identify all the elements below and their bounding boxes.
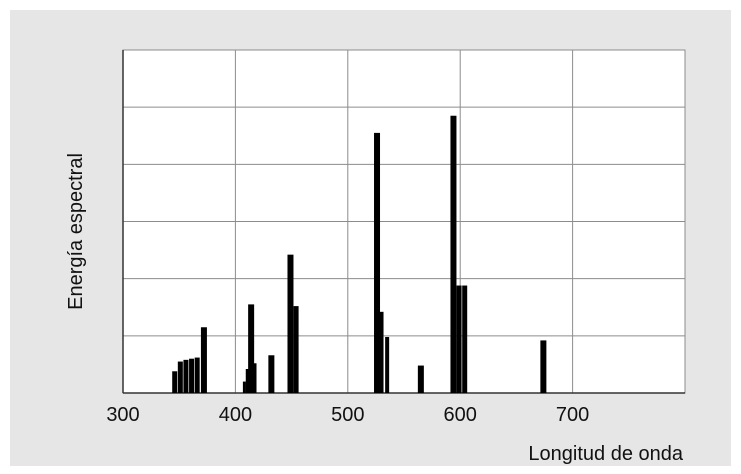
x-tick-label: 600 bbox=[444, 404, 477, 426]
spectral-bar bbox=[540, 340, 547, 393]
spectral-bar bbox=[293, 306, 299, 393]
spectral-bar bbox=[245, 368, 250, 393]
chart-frame: 300 400 500 600 700 Energía espectral Longit… bbox=[10, 10, 731, 466]
x-tick-label: 300 bbox=[106, 404, 139, 426]
x-tick-label: 400 bbox=[219, 404, 252, 426]
spectral-bar bbox=[172, 371, 178, 393]
spectral-bar bbox=[417, 365, 424, 393]
spectral-bar bbox=[248, 304, 255, 393]
spectral-bar bbox=[183, 359, 189, 393]
spectral-bar bbox=[200, 327, 207, 393]
spectral-bar bbox=[287, 254, 294, 393]
spectral-bar bbox=[194, 357, 200, 393]
x-tick-label: 700 bbox=[556, 404, 589, 426]
y-axis-label: Energía espectral bbox=[65, 153, 87, 310]
spectral-bar bbox=[456, 285, 462, 393]
spectral-bar bbox=[177, 361, 183, 393]
x-tick-label: 500 bbox=[331, 404, 364, 426]
spectral-bar bbox=[450, 115, 457, 393]
spectral-bar bbox=[385, 336, 390, 393]
spectral-bar bbox=[189, 358, 195, 393]
spectral-energy-chart: 300 400 500 600 700 Energía espectral Longit… bbox=[65, 49, 686, 465]
x-tick-labels: 300 400 500 600 700 bbox=[106, 404, 589, 426]
spectral-bar bbox=[379, 311, 384, 393]
grid bbox=[122, 50, 685, 394]
spectral-bar bbox=[462, 285, 468, 393]
spectral-bar bbox=[268, 355, 275, 393]
bars bbox=[172, 115, 547, 393]
x-axis-label: Longitud de onda bbox=[528, 443, 683, 465]
spectral-bar bbox=[242, 381, 246, 393]
spectral-bar bbox=[374, 132, 381, 393]
spectral-bar bbox=[252, 363, 257, 393]
